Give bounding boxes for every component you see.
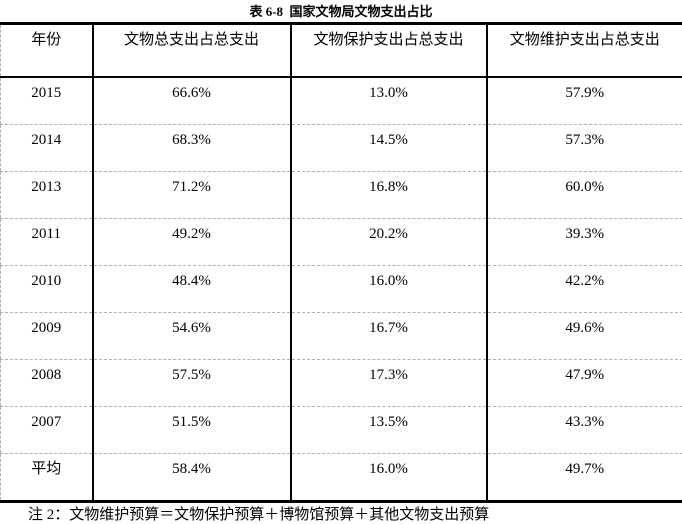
year-cell: 2010 (1, 266, 93, 313)
table-row: 2011 49.2% 20.2% 39.3% (1, 219, 682, 266)
table-row: 2009 54.6% 16.7% 49.6% (1, 313, 682, 360)
summary-row: 平均 58.4% 16.0% 49.7% (1, 454, 682, 502)
value-cell: 58.4% (93, 454, 291, 502)
value-cell: 57.9% (487, 77, 682, 125)
year-cell: 2015 (1, 77, 93, 125)
value-cell: 51.5% (93, 407, 291, 454)
value-cell: 16.0% (291, 454, 487, 502)
value-cell: 48.4% (93, 266, 291, 313)
value-cell: 68.3% (93, 125, 291, 172)
column-header-year: 年份 (1, 24, 93, 78)
table-title: 表 6-8 国家文物局文物支出占比 (0, 0, 682, 22)
value-cell: 54.6% (93, 313, 291, 360)
year-cell: 2014 (1, 125, 93, 172)
value-cell: 49.6% (487, 313, 682, 360)
expenditure-table: 年份 文物总支出占总支出 文物保护支出占总支出 文物维护支出占总支出 2015 … (0, 22, 682, 503)
column-header-total-expenditure: 文物总支出占总支出 (93, 24, 291, 78)
table-row: 2007 51.5% 13.5% 43.3% (1, 407, 682, 454)
table-row: 2014 68.3% 14.5% 57.3% (1, 125, 682, 172)
value-cell: 13.5% (291, 407, 487, 454)
value-cell: 16.7% (291, 313, 487, 360)
value-cell: 66.6% (93, 77, 291, 125)
value-cell: 20.2% (291, 219, 487, 266)
header-row: 年份 文物总支出占总支出 文物保护支出占总支出 文物维护支出占总支出 (1, 24, 682, 78)
year-cell: 2011 (1, 219, 93, 266)
table-row: 2010 48.4% 16.0% 42.2% (1, 266, 682, 313)
table-row: 2015 66.6% 13.0% 57.9% (1, 77, 682, 125)
value-cell: 17.3% (291, 360, 487, 407)
value-cell: 43.3% (487, 407, 682, 454)
value-cell: 71.2% (93, 172, 291, 219)
value-cell: 14.5% (291, 125, 487, 172)
table-row: 2013 71.2% 16.8% 60.0% (1, 172, 682, 219)
value-cell: 57.3% (487, 125, 682, 172)
value-cell: 49.2% (93, 219, 291, 266)
value-cell: 42.2% (487, 266, 682, 313)
year-cell: 2009 (1, 313, 93, 360)
year-cell: 2007 (1, 407, 93, 454)
year-cell: 2008 (1, 360, 93, 407)
value-cell: 39.3% (487, 219, 682, 266)
value-cell: 47.9% (487, 360, 682, 407)
value-cell: 60.0% (487, 172, 682, 219)
value-cell: 16.0% (291, 266, 487, 313)
value-cell: 57.5% (93, 360, 291, 407)
year-cell: 2013 (1, 172, 93, 219)
value-cell: 16.8% (291, 172, 487, 219)
value-cell: 49.7% (487, 454, 682, 502)
table-row: 2008 57.5% 17.3% 47.9% (1, 360, 682, 407)
column-header-maintenance-expenditure: 文物维护支出占总支出 (487, 24, 682, 78)
footnote: 注 2：文物维护预算＝文物保护预算＋博物馆预算＋其他文物支出预算 (0, 503, 682, 524)
column-header-protection-expenditure: 文物保护支出占总支出 (291, 24, 487, 78)
value-cell: 13.0% (291, 77, 487, 125)
year-cell: 平均 (1, 454, 93, 502)
